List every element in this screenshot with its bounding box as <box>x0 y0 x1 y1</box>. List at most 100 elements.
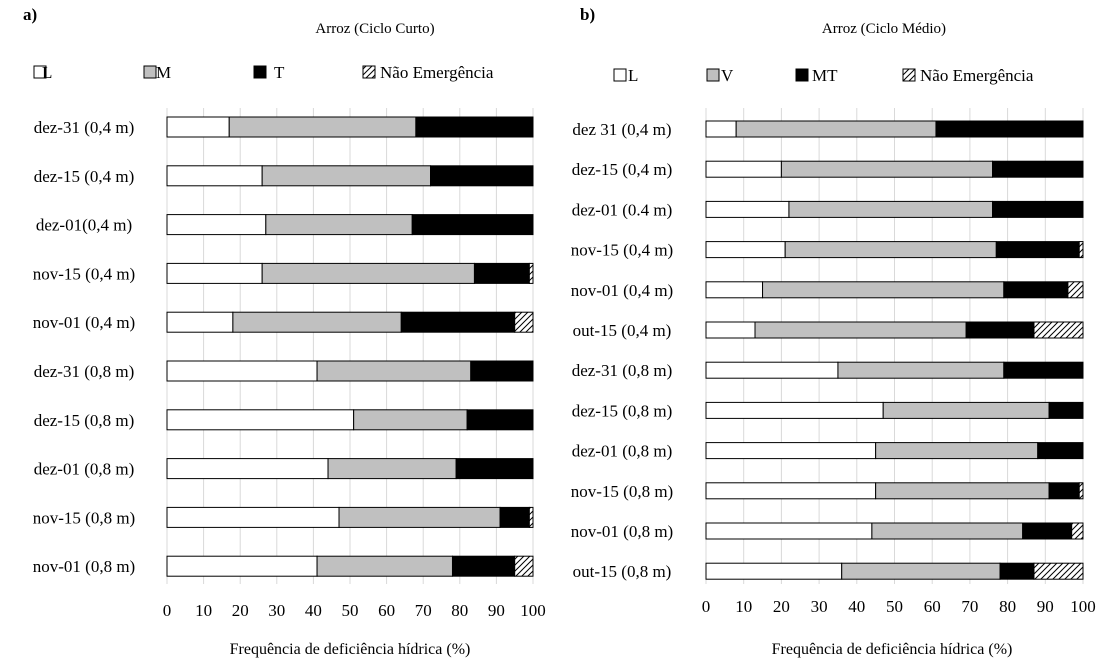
bar-segment-l <box>166 506 340 528</box>
category-label: nov-15 (0,4 m) <box>33 264 135 283</box>
bar-segment-l <box>166 409 355 431</box>
x-tick-label: 100 <box>520 601 546 620</box>
bar-segment-n-o-emerg-ncia <box>514 311 534 333</box>
category-label: nov-15 (0,8 m) <box>33 508 135 527</box>
legend-swatch-mt <box>795 68 809 82</box>
category-label: dez-15 (0,8 m) <box>572 401 673 420</box>
x-axis-label: Frequência de deficiência hídrica (%) <box>230 641 471 658</box>
x-tick-label: 70 <box>415 601 432 620</box>
bar-segment-t <box>455 458 534 480</box>
x-tick-label: 30 <box>268 601 285 620</box>
category-label: nov-15 (0,4 m) <box>571 241 673 260</box>
category-label: nov-01 (0,8 m) <box>571 522 673 541</box>
x-tick-label: 50 <box>886 597 903 616</box>
bar-segment-l <box>705 562 843 580</box>
category-label: dez 31 (0,4 m) <box>572 120 671 139</box>
bar-segment-mt <box>1022 522 1073 540</box>
bar-segment-t <box>470 360 534 382</box>
bar-segment-mt <box>995 241 1080 259</box>
bar-segment-m <box>261 165 432 187</box>
bar-segment-m <box>353 409 468 431</box>
legend-label-l: L <box>42 63 52 82</box>
category-label: dez-01(0,4 m) <box>36 216 132 235</box>
bar-segment-mt <box>1037 442 1084 460</box>
bar-segment-t <box>473 262 530 284</box>
bar-segment-l <box>705 522 873 540</box>
bar-segment-v <box>875 442 1039 460</box>
bar-segment-n-o-emerg-ncia <box>1078 482 1084 500</box>
bar-segment-n-o-emerg-ncia <box>528 506 534 528</box>
x-tick-label: 40 <box>848 597 865 616</box>
x-tick-label: 10 <box>195 601 212 620</box>
bar-segment-m <box>265 214 413 236</box>
legend-swatch-t <box>253 65 267 79</box>
bar-segment-t <box>451 555 516 577</box>
bar-segment-l <box>705 281 764 299</box>
x-tick-label: 0 <box>163 601 172 620</box>
bar-segment-l <box>166 116 230 138</box>
bar-segment-l <box>705 361 839 379</box>
legend-label-t: T <box>274 63 285 82</box>
bar-segment-l <box>705 160 782 178</box>
bar-segment-mt <box>1003 361 1084 379</box>
panel-label: b) <box>580 5 595 24</box>
legend-label-m: M <box>156 63 171 82</box>
bar-segment-l <box>705 241 786 259</box>
bar-segment-m <box>316 555 453 577</box>
category-label: dez-01 (0,8 m) <box>572 442 673 461</box>
legend-label-l: L <box>628 66 638 85</box>
x-tick-label: 40 <box>305 601 322 620</box>
category-label: dez-31 (0,8 m) <box>572 361 673 380</box>
x-tick-label: 60 <box>378 601 395 620</box>
category-label: dez-01 (0.4 m) <box>572 200 673 219</box>
bar-segment-v <box>871 522 1024 540</box>
category-label: nov-01 (0,8 m) <box>33 557 135 576</box>
x-tick-label: 50 <box>342 601 359 620</box>
category-label: dez-15 (0,4 m) <box>572 160 673 179</box>
bar-segment-l <box>166 262 263 284</box>
bar-segment-l <box>166 214 267 236</box>
bar-segment-mt <box>992 200 1084 218</box>
bar-segment-t <box>430 165 534 187</box>
bar-segment-mt <box>992 160 1084 178</box>
bar-segment-v <box>780 160 994 178</box>
bar-segment-mt <box>965 321 1035 339</box>
category-label: nov-01 (0,4 m) <box>33 313 135 332</box>
x-tick-label: 70 <box>961 597 978 616</box>
bar-segment-l <box>166 165 263 187</box>
x-tick-label: 60 <box>924 597 941 616</box>
legend-swatch-v <box>706 68 720 82</box>
category-label: out-15 (0,8 m) <box>573 562 672 581</box>
x-tick-label: 100 <box>1070 597 1096 616</box>
bar-segment-l <box>705 120 737 138</box>
x-tick-label: 80 <box>999 597 1016 616</box>
bar-segment-l <box>166 360 318 382</box>
bar-segment-t <box>466 409 534 431</box>
bar-segment-n-o-emerg-ncia <box>1033 562 1084 580</box>
legend-label-v: V <box>721 66 734 85</box>
bar-segment-v <box>788 200 994 218</box>
x-tick-label: 30 <box>811 597 828 616</box>
bar-segment-v <box>875 482 1050 500</box>
category-label: nov-15 (0,8 m) <box>571 482 673 501</box>
bar-segment-v <box>882 401 1050 419</box>
category-label: dez-01 (0,8 m) <box>34 460 135 479</box>
bar-segment-n-o-emerg-ncia <box>1033 321 1084 339</box>
bar-segment-m <box>316 360 472 382</box>
x-tick-label: 90 <box>1037 597 1054 616</box>
category-label: dez-31 (0,4 m) <box>34 118 135 137</box>
bar-segment-mt <box>1048 401 1084 419</box>
category-label: dez-15 (0,4 m) <box>34 167 135 186</box>
bar-segment-mt <box>1003 281 1069 299</box>
bar-segment-v <box>784 241 997 259</box>
x-tick-label: 0 <box>702 597 711 616</box>
bar-segment-t <box>415 116 534 138</box>
bar-segment-n-o-emerg-ncia <box>1078 241 1084 259</box>
bar-segment-n-o-emerg-ncia <box>1067 281 1084 299</box>
bar-segment-v <box>841 562 1001 580</box>
bar-segment-m <box>338 506 501 528</box>
bar-segment-l <box>705 442 877 460</box>
x-tick-label: 20 <box>232 601 249 620</box>
panel-label: a) <box>23 5 37 24</box>
category-label: dez-15 (0,8 m) <box>34 411 135 430</box>
